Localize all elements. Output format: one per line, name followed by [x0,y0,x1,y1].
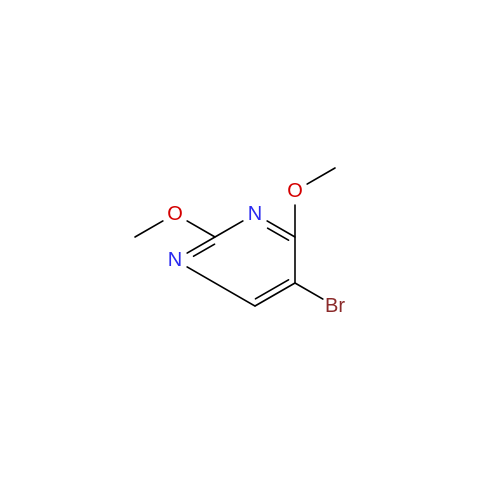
bond [187,267,255,306]
bond [215,221,243,237]
atom-label-n: N [248,203,262,225]
chemical-structure-canvas: N N O O Br [0,0,500,500]
atom-label-br: Br [325,295,345,317]
bond [307,168,335,184]
bond [255,280,295,306]
bond [267,221,295,240]
bond [187,237,215,256]
bond [135,221,163,237]
bond [295,283,323,299]
atom-label-o: O [167,203,183,225]
bond [187,221,215,237]
atom-label-o: O [287,180,303,202]
atom-label-n: N [168,249,182,271]
